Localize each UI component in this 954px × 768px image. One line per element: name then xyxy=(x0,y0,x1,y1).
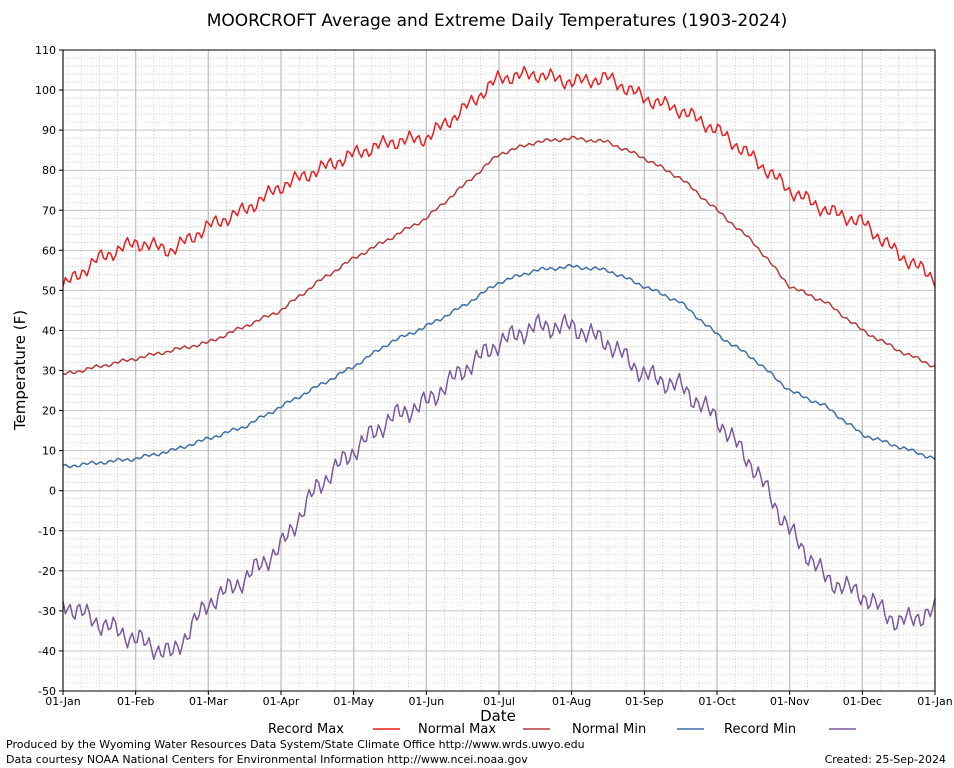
x-tick-label: 01-Jun xyxy=(408,695,444,708)
y-tick-label: 30 xyxy=(42,365,56,378)
y-tick-label: 60 xyxy=(42,244,56,257)
legend-label-normal-min: Normal Min xyxy=(572,722,646,737)
x-tick-label: 01-Oct xyxy=(698,695,736,708)
x-tick-label: 01-Dec xyxy=(843,695,882,708)
x-tick-label: 01-Jan xyxy=(45,695,81,708)
y-tick-label: -10 xyxy=(38,525,56,538)
y-tick-label: 70 xyxy=(42,204,56,217)
y-tick-label: 90 xyxy=(42,124,56,137)
y-tick-label: -30 xyxy=(38,605,56,618)
y-axis-label: Temperature (F) xyxy=(11,310,29,431)
data-courtesy-credit: Data courtesy NOAA National Centers for … xyxy=(6,753,528,766)
y-tick-label: 80 xyxy=(42,164,56,177)
x-tick-label: 01-Nov xyxy=(770,695,810,708)
x-tick-label: 01-Aug xyxy=(552,695,591,708)
y-tick-label: 50 xyxy=(42,284,56,297)
axes: 1101009080706050403020100-10-20-30-40-50… xyxy=(35,44,953,708)
series-record-min-line xyxy=(62,313,936,661)
x-tick-label: 01-Feb xyxy=(117,695,154,708)
chart-title: MOORCROFT Average and Extreme Daily Temp… xyxy=(207,11,788,31)
plot-frame xyxy=(62,49,936,692)
series-normal-max-line xyxy=(62,135,936,376)
y-tick-label: -50 xyxy=(38,685,56,698)
legend-label-record-min: Record Min xyxy=(724,722,796,737)
series-record-max-line xyxy=(62,65,936,288)
y-tick-label: 40 xyxy=(42,324,56,337)
x-axis-label: Date xyxy=(480,707,516,725)
y-tick-label: 100 xyxy=(35,84,56,97)
y-tick-label: 110 xyxy=(35,44,56,57)
x-tick-label: 01-Jan xyxy=(917,695,953,708)
y-tick-label: 0 xyxy=(49,485,56,498)
y-tick-label: 20 xyxy=(42,405,56,418)
series-lines xyxy=(62,65,936,661)
y-tick-label: -20 xyxy=(38,565,56,578)
legend-label-normal-max: Normal Max xyxy=(418,722,496,737)
producer-credit: Produced by the Wyoming Water Resources … xyxy=(6,738,585,751)
x-tick-label: 01-Sep xyxy=(625,695,664,708)
x-tick-label: 01-Jul xyxy=(483,695,515,708)
x-tick-label: 01-Apr xyxy=(263,695,300,708)
created-date: Created: 25-Sep-2024 xyxy=(824,753,946,766)
legend-label-record-max: Record Max xyxy=(268,722,344,737)
x-tick-label: 01-Mar xyxy=(189,695,228,708)
series-normal-min-line xyxy=(62,263,936,469)
x-tick-label: 01-May xyxy=(333,695,374,708)
legend: Record Max Normal Max Normal Min Record Min xyxy=(268,722,856,737)
y-tick-label: -40 xyxy=(38,645,56,658)
y-tick-label: 10 xyxy=(42,445,56,458)
